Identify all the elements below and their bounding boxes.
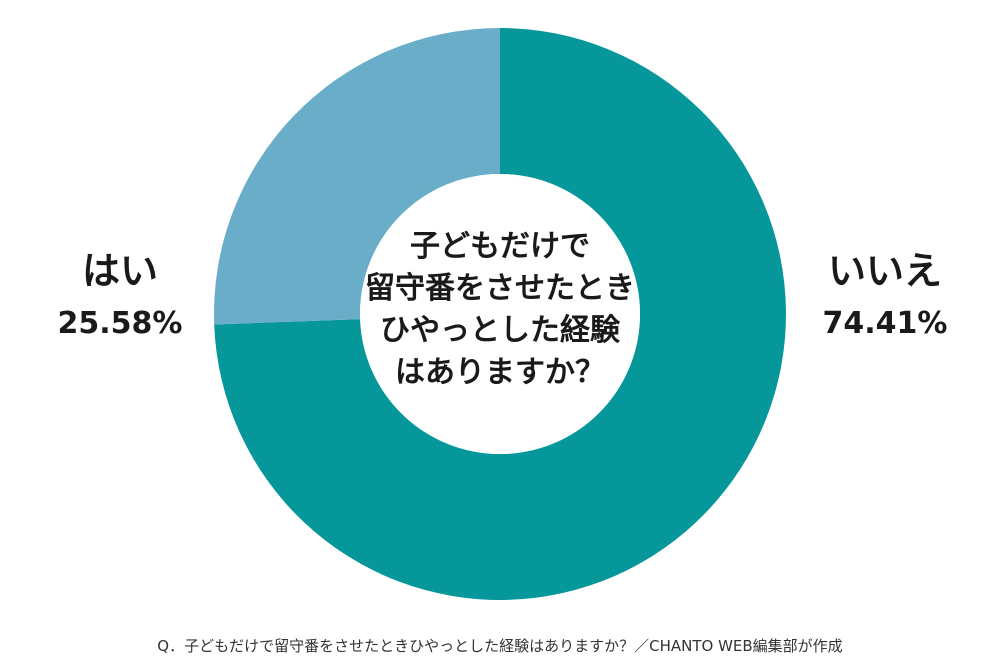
slice-percent-no: 74.41% xyxy=(822,306,948,341)
center-title-line: ひやっとした経験 xyxy=(380,313,620,348)
slice-percent-yes: 25.58% xyxy=(57,306,183,341)
slice-name-no: いいえ xyxy=(827,249,942,293)
donut-slice-yes xyxy=(214,28,500,325)
center-title-line: はありますか？ xyxy=(395,355,605,390)
donut-hole xyxy=(360,174,640,454)
chart-source-footnote: Q．子どもだけで留守番をさせたときひやっとした経験はありますか？／CHANTO … xyxy=(157,637,843,655)
center-title-line: 子どもだけで xyxy=(410,229,590,264)
donut-center-title: 子どもだけで 留守番をさせたとき ひやっとした経験 はありますか？ xyxy=(360,226,640,394)
center-title-line: 留守番をさせたとき xyxy=(365,271,635,306)
donut-slice-no xyxy=(214,28,786,600)
slice-label-no: いいえ 74.41% xyxy=(815,248,955,344)
slice-name-yes: はい xyxy=(81,249,158,293)
slice-label-yes: はい 25.58% xyxy=(55,248,185,344)
